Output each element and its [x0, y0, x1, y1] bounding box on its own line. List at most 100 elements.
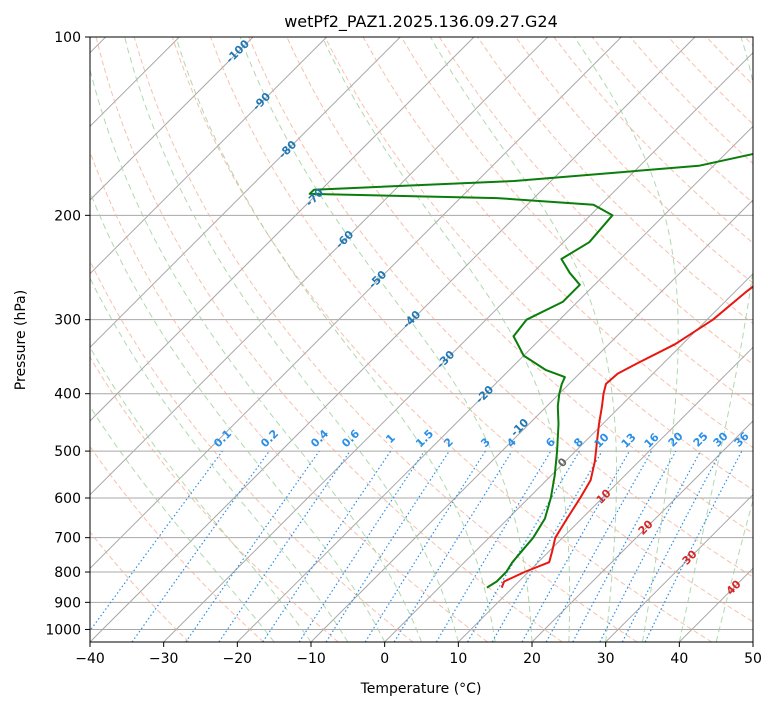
isotherm-line: [163, 51, 753, 642]
chart-title: wetPf2_PAZ1.2025.136.09.27.G24: [284, 12, 558, 32]
mixing-ratio-label: 36: [732, 429, 752, 449]
mixing-ratio-line: [545, 450, 653, 642]
dry-adiabat-line: [706, 37, 753, 86]
moist-adiabat-line: [175, 37, 496, 642]
dry-adiabat-line: [90, 445, 264, 642]
mixing-ratio-label: 0.2: [258, 427, 281, 450]
moist-adiabat-line: [124, 37, 459, 642]
moist-adiabat-line: [90, 190, 386, 642]
moist-adiabat-line: [239, 37, 533, 642]
isotherm-line: [90, 37, 475, 422]
x-tick-label: −10: [296, 651, 326, 667]
x-tick-label: 30: [597, 651, 615, 667]
x-tick-label: 10: [449, 651, 467, 667]
moist-adiabat-line: [90, 346, 312, 642]
moist-adiabat-label: -10: [508, 416, 531, 439]
mixing-ratio-line: [218, 450, 351, 642]
dry-adiabat-line: [95, 37, 563, 642]
mixing-ratio-label: 16: [642, 430, 662, 450]
dry-adiabat-line: [90, 356, 339, 642]
dry-adiabat-line: [553, 37, 753, 244]
dry-adiabat-line: [133, 37, 638, 642]
skewed-isotherms: [90, 37, 753, 642]
x-tick-label: 50: [744, 651, 762, 667]
mixing-ratio-line: [644, 450, 743, 642]
moist-adiabats: [90, 37, 753, 642]
mixing-ratio-label: 10: [592, 430, 612, 450]
moist-adiabat-line: [429, 37, 617, 642]
isotherm-line: [90, 37, 549, 496]
y-tick-label: 400: [54, 387, 81, 403]
dry-adiabat-line: [90, 259, 414, 642]
mixing-ratio-line: [262, 450, 392, 642]
mixing-ratio-line: [466, 450, 580, 642]
mixing-ratio-line: [599, 450, 702, 642]
isotherm-line: [90, 37, 622, 570]
mixing-ratio-line: [521, 450, 631, 642]
mixing-ratio-line: [621, 450, 722, 642]
x-axis-ticks: −40 −30 −20 −10 0 10 20 30 40 50: [75, 642, 762, 667]
dry-adiabat-line: [324, 37, 753, 491]
isotherm-line: [90, 37, 696, 642]
mixing-ratio-label: 13: [619, 431, 639, 451]
mixing-ratio-line: [435, 450, 552, 642]
isotherm-line: [310, 199, 753, 642]
moist-adiabat-line: [90, 276, 349, 642]
mixing-ratio-line: [90, 450, 223, 632]
isotherm-line: [752, 641, 753, 642]
dry-adiabat-line: [515, 37, 753, 284]
y-axis-ticks: 100 200 300 400 500 600 700 800 900 1000: [45, 30, 90, 638]
dewpoint-profile: [308, 153, 753, 589]
mixing-ratio-line: [185, 450, 320, 642]
x-tick-label: 0: [380, 651, 389, 667]
isotherm-line: [605, 493, 753, 642]
mixing-ratio-label: 3: [478, 435, 493, 450]
mixing-ratio-line: [393, 450, 513, 642]
dry-adiabat-line: [744, 37, 753, 47]
moist-adiabat-line: [321, 37, 571, 642]
y-tick-label: 600: [54, 491, 81, 507]
dry-adiabat-label: 0: [555, 455, 570, 470]
y-tick-label: 700: [54, 531, 81, 547]
x-tick-label: 40: [670, 651, 688, 667]
isotherm-line: [90, 37, 401, 349]
mixing-ratio-label: 20: [666, 429, 686, 449]
x-tick-label: −40: [75, 651, 105, 667]
mixing-ratio-label: 2: [441, 435, 456, 450]
mixing-ratio-line: [131, 450, 270, 642]
isotherm-line: [531, 420, 753, 642]
mixing-ratio-line: [325, 450, 450, 642]
sounding-profiles: [308, 153, 753, 589]
isotherm-line: [384, 272, 753, 642]
y-tick-label: 1000: [45, 622, 81, 638]
dry-adiabat-line: [438, 37, 753, 366]
moist-adiabat-line: [715, 498, 753, 642]
y-tick-label: 300: [54, 313, 81, 329]
dry-adiabat-line: [171, 37, 712, 642]
isotherm-line: [457, 346, 753, 642]
moist-adiabat-line: [573, 37, 679, 642]
isotherm-line: [90, 37, 254, 201]
dry-adiabat-line: [668, 37, 753, 125]
dry-adiabat-line: [90, 531, 190, 642]
x-axis-label: Temperature (°C): [360, 681, 482, 697]
mixing-ratio-label: 8: [571, 435, 586, 450]
moist-adiabat-line: [90, 405, 275, 642]
x-tick-label: −30: [149, 651, 179, 667]
mixing-ratio-label: 0.4: [308, 427, 331, 450]
isotherm-line: [236, 125, 753, 642]
plot-area: -100-90-80-70-60-50-40-30-20-100.1 0.2 0.4…: [90, 37, 753, 642]
moist-adiabat-line: [90, 67, 422, 642]
y-tick-label: 900: [54, 595, 81, 611]
isotherm-line: [90, 37, 328, 275]
x-tick-label: 20: [523, 651, 541, 667]
y-tick-label: 800: [54, 565, 81, 581]
moist-adiabat-line: [678, 37, 753, 642]
x-tick-label: −20: [223, 651, 253, 667]
temperature-profile: [500, 285, 753, 588]
y-tick-label: 500: [54, 444, 81, 460]
mixing-ratio-line: [572, 450, 677, 642]
mixing-ratio-label: 25: [691, 430, 711, 450]
mixing-ratio-line: [298, 450, 425, 642]
plot-frame: [89, 36, 754, 643]
